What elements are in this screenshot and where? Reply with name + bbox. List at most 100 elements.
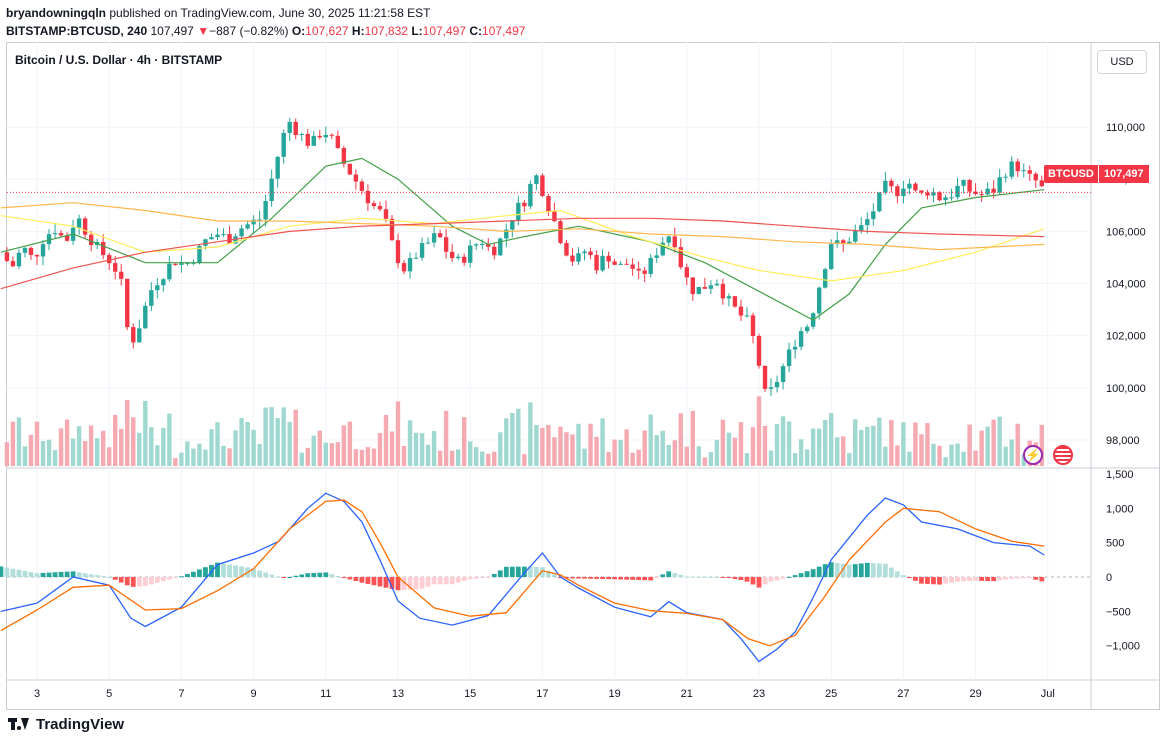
candle-body [131, 327, 136, 343]
macd-histogram-bar [780, 577, 786, 579]
volume-bar [931, 443, 936, 466]
volume-bar [113, 414, 118, 466]
time-tick-label: 27 [897, 688, 909, 700]
volume-bar [865, 426, 870, 466]
time-tick-label: 13 [392, 688, 404, 700]
volume-bar [816, 428, 822, 466]
candle-body [792, 346, 798, 350]
macd-histogram-bar [491, 573, 497, 577]
volume-bar [901, 422, 906, 466]
volume-bar [822, 419, 828, 466]
candle-body [100, 241, 106, 256]
volume-bar [907, 451, 912, 466]
macd-histogram-bar [678, 574, 684, 577]
volume-bar [612, 439, 617, 466]
volume-bar [191, 448, 196, 466]
macd-histogram-bar [449, 577, 455, 585]
candle-body [925, 192, 930, 196]
volume-bar [443, 410, 449, 466]
candle-body [197, 245, 202, 263]
candle-body [251, 219, 256, 225]
candle-body [149, 290, 154, 306]
candle-body [377, 205, 383, 210]
volume-bar [251, 429, 256, 466]
macd-histogram-bar [0, 566, 4, 577]
volume-bar [395, 401, 401, 466]
volume-bar [329, 443, 335, 466]
macd-histogram-bar [973, 577, 978, 581]
volume-bar [570, 434, 575, 466]
brand-name: TradingView [36, 716, 125, 733]
volume-bar [606, 452, 611, 466]
macd-histogram-bar [618, 577, 624, 580]
open-value: 107,627 [305, 24, 349, 38]
volume-bar [10, 421, 16, 466]
candle-body [546, 196, 551, 212]
time-tick-label: 29 [969, 688, 981, 700]
low-value: 107,497 [422, 24, 467, 38]
volume-bar [588, 423, 593, 466]
volume-bar [666, 444, 671, 466]
us-flag-icon[interactable] [1053, 445, 1073, 465]
volume-bar [762, 425, 768, 466]
candle-body [714, 283, 720, 286]
volume-bar [52, 450, 58, 466]
macd-histogram-bar [720, 577, 726, 578]
author-name[interactable]: bryandowningqln [6, 6, 106, 20]
volume-bar [630, 452, 635, 466]
macd-histogram-bar [166, 577, 172, 580]
candle-body [311, 135, 316, 146]
macd-histogram-bar [305, 573, 311, 577]
macd-histogram-bar [419, 577, 425, 589]
macd-histogram-bar [455, 577, 461, 583]
open-label: O: [291, 24, 306, 38]
candle-body [365, 190, 371, 204]
macd-histogram-bar [437, 577, 443, 585]
macd-histogram-bar [239, 566, 244, 577]
candle-body [76, 218, 82, 228]
candle-body [34, 254, 40, 257]
macd-histogram-bar [1003, 577, 1009, 580]
candle-body [516, 202, 521, 221]
macd-histogram-bar [540, 567, 545, 577]
lightning-event-icon[interactable]: ⚡ [1023, 445, 1043, 465]
volume-bar [311, 435, 316, 466]
volume-bar [558, 426, 563, 466]
volume-bar [155, 445, 160, 466]
volume-bar [437, 450, 443, 466]
price-tick-label: 106,000 [1106, 226, 1146, 238]
volume-bar [744, 453, 750, 466]
volume-bar [94, 438, 100, 466]
volume-bar [167, 413, 172, 466]
macd-histogram-bar [106, 577, 112, 578]
macd-histogram-bar [269, 574, 275, 577]
volume-bar [636, 449, 641, 466]
publish-line: bryandowningqln published on TradingView… [6, 4, 525, 22]
macd-histogram-bar [738, 577, 744, 581]
candle-body [323, 134, 328, 138]
volume-bar [161, 427, 166, 466]
candle-body [191, 262, 196, 264]
candle-body [871, 211, 876, 220]
candle-body [317, 135, 322, 138]
candle-body [829, 244, 834, 270]
volume-bar [726, 432, 732, 466]
macd-histogram-bar [52, 572, 58, 577]
volume-bar [780, 416, 786, 466]
price-tag-value: 107,497 [1098, 165, 1149, 183]
macd-histogram-bar [497, 570, 503, 577]
candle-body [486, 244, 491, 247]
macd-histogram-bar [10, 568, 16, 577]
candle-body [841, 240, 846, 244]
time-tick-label: 9 [251, 688, 257, 700]
candle-body [534, 175, 539, 184]
candle-body [16, 252, 22, 267]
volume-bar [173, 458, 178, 466]
tradingview-logo[interactable]: TradingView [8, 716, 124, 733]
moving-average-line [0, 217, 1045, 290]
currency-button[interactable]: USD [1097, 50, 1147, 74]
candle-body [161, 279, 166, 286]
volume-bar [100, 430, 106, 466]
macd-histogram-bar [985, 577, 991, 582]
